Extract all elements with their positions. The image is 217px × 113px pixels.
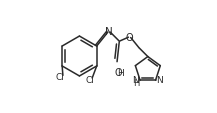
Text: N: N [105,27,113,37]
Text: N: N [156,76,163,85]
Text: Cl: Cl [56,72,64,81]
Text: H: H [117,69,124,78]
Text: O: O [114,67,122,77]
Text: H: H [133,79,139,88]
Text: Cl: Cl [85,75,94,84]
Text: O: O [126,32,133,42]
Text: N: N [132,76,139,85]
